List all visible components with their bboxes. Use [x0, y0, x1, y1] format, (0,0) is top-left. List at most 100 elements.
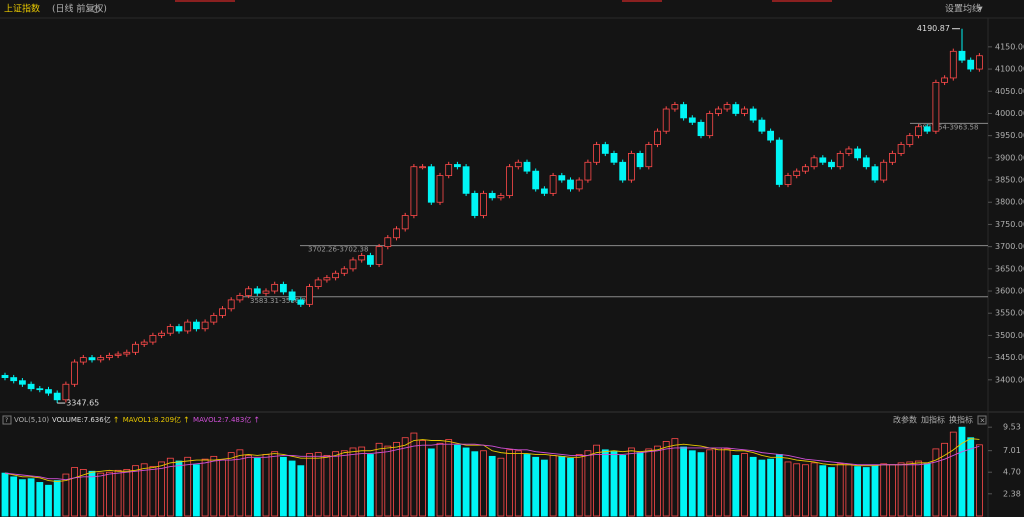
y-tick-label: 4000.00: [995, 109, 1024, 118]
volume-bar: [480, 450, 487, 517]
candle-body: [810, 157, 818, 168]
volume-bar: [375, 442, 383, 517]
candle-body: [480, 192, 487, 216]
candle-body: [828, 161, 835, 168]
volume-bar: [279, 456, 287, 517]
candle-body: [741, 108, 748, 114]
volume-bar: [227, 452, 235, 517]
candle-body: [427, 166, 435, 203]
candle-body: [584, 161, 592, 181]
volume-bar: [601, 449, 609, 517]
volume-bar: [1, 472, 9, 517]
indicator-button[interactable]: 加指标: [921, 415, 945, 425]
candle-body: [923, 126, 931, 132]
candle-body: [184, 321, 192, 332]
candle-body: [419, 166, 427, 169]
candle-body: [149, 335, 157, 343]
volume-bar: [45, 484, 52, 517]
candle-body: [715, 108, 722, 114]
volume-bar: [897, 462, 905, 517]
volume-bar: [71, 467, 78, 517]
volume-bar: [749, 456, 757, 517]
volume-bar: [114, 469, 122, 517]
volume-bar: [758, 459, 766, 517]
volume-bar: [253, 457, 261, 517]
volume-bar: [558, 455, 566, 517]
candle-body: [784, 175, 792, 185]
volume-bar: [584, 450, 592, 517]
y-tick-label: 3500.00: [995, 331, 1024, 340]
volume-bar: [88, 470, 96, 517]
dropdown-caret[interactable]: ▼: [978, 6, 983, 13]
volume-bar: [654, 445, 661, 517]
candle-body: [27, 383, 35, 390]
volume-bar: [401, 437, 409, 517]
legend-arrow: ↑: [253, 416, 260, 425]
candle-body: [253, 288, 261, 294]
volume-bar: [958, 426, 966, 517]
volume-bar: [471, 451, 479, 517]
volume-bar: [680, 446, 687, 517]
legend-entry: MAVOL1:8.209亿: [123, 415, 181, 424]
candle-body: [201, 321, 209, 330]
help-icon[interactable]: [2, 415, 12, 425]
candle-body: [723, 104, 731, 110]
volume-bar: [306, 453, 313, 517]
volume-bar: [506, 449, 514, 517]
candle-body: [236, 295, 244, 301]
candle-body: [567, 179, 574, 190]
volume-bar: [541, 459, 548, 517]
volume-bar: [36, 482, 44, 517]
volume-bar: [662, 441, 670, 517]
candle-body: [123, 351, 131, 355]
volume-bar: [741, 453, 748, 517]
volume-bar: [645, 448, 653, 517]
legend-entry: MAVOL2:7.483亿: [193, 415, 251, 424]
settings-icon[interactable]: [92, 5, 100, 13]
candle-body: [514, 161, 522, 168]
candle-body: [697, 121, 705, 137]
volume-bar: [427, 448, 435, 517]
indicator-button[interactable]: 换指标: [949, 415, 973, 425]
y-tick-label: 3550.00: [995, 309, 1024, 318]
y-tick-label: 4150.00: [995, 42, 1024, 51]
candle-body: [140, 341, 148, 345]
candle-body: [749, 108, 757, 121]
candle-body: [62, 383, 70, 401]
volume-bar: [236, 449, 244, 517]
ma-line: [4, 443, 980, 481]
volume-bar: [688, 450, 696, 517]
volume-bar: [288, 460, 296, 517]
ma-setting[interactable]: 设置均线: [945, 3, 981, 15]
candle-body: [10, 377, 18, 382]
volume-bar: [523, 454, 531, 517]
y-tick-label: 3400.00: [995, 375, 1024, 384]
candle-body: [549, 175, 557, 194]
candle-body: [593, 144, 600, 163]
y-tick-label: 4.70: [1003, 468, 1021, 477]
candle-body: [906, 135, 914, 145]
volume-bar: [636, 452, 644, 517]
candle-body: [166, 326, 174, 334]
volume-bar: [723, 448, 731, 517]
candle-body: [323, 277, 331, 281]
candle-body: [871, 166, 879, 181]
indicator-button[interactable]: 改参数: [893, 415, 917, 425]
candle-body: [645, 144, 653, 168]
volume-bar: [419, 440, 427, 517]
candle-body: [636, 153, 644, 168]
high-label: 4190.87: [917, 24, 950, 33]
volume-bar: [967, 437, 975, 517]
volume-bar: [488, 455, 496, 517]
close-icon[interactable]: [977, 415, 987, 425]
candle-body: [288, 291, 296, 301]
legend-arrow: ↑: [183, 416, 190, 425]
volume-bar: [976, 444, 983, 517]
candle-body: [71, 361, 78, 385]
candle-body: [436, 175, 444, 203]
candle-body: [949, 50, 957, 79]
volume-bar: [462, 447, 470, 517]
y-tick-label: 4100.00: [995, 65, 1024, 74]
